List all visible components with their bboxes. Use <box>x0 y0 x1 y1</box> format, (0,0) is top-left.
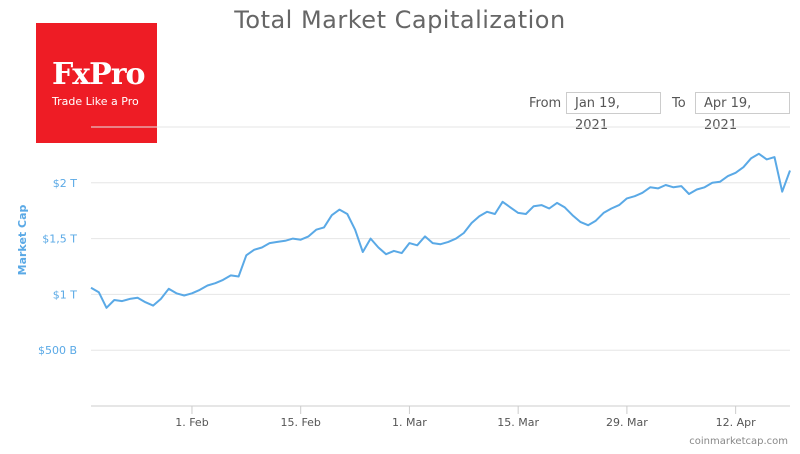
y-axis-label: Market Cap <box>16 205 29 276</box>
to-label: To <box>672 96 686 111</box>
y-tick-label: $1 T <box>53 288 77 301</box>
x-tick-label: 15. Mar <box>497 416 539 429</box>
y-tick-label: $1,5 T <box>42 233 77 246</box>
y-axis-ticks: $500 B $1 T $1,5 T $2 T <box>38 177 77 357</box>
logo-brand: FxPro <box>52 57 146 92</box>
x-tick-label: 1. Feb <box>175 416 208 429</box>
x-tick-label: 29. Mar <box>606 416 648 429</box>
from-date-input[interactable]: Jan 19, 2021 <box>566 92 661 133</box>
series-line[interactable] <box>90 152 791 309</box>
to-date-input[interactable]: Apr 19, 2021 <box>695 92 790 133</box>
x-tick-label: 15. Feb <box>280 416 320 429</box>
fxpro-logo[interactable]: FxPro Trade Like a Pro <box>36 23 157 143</box>
logo-tagline: Trade Like a Pro <box>52 95 139 108</box>
x-tick-label: 1. Mar <box>392 416 427 429</box>
chart-title: Total Market Capitalization <box>234 6 566 34</box>
x-axis-ticks: 1. Feb 15. Feb 1. Mar 15. Mar 29. Mar 12. Apr <box>175 406 756 429</box>
x-tick-label: 12. Apr <box>716 416 756 429</box>
grid-lines <box>91 126 790 351</box>
from-label: From <box>529 96 562 111</box>
source-credit[interactable]: coinmarketcap.com <box>689 436 788 447</box>
y-tick-label: $2 T <box>53 177 77 190</box>
y-tick-label: $500 B <box>38 344 77 357</box>
